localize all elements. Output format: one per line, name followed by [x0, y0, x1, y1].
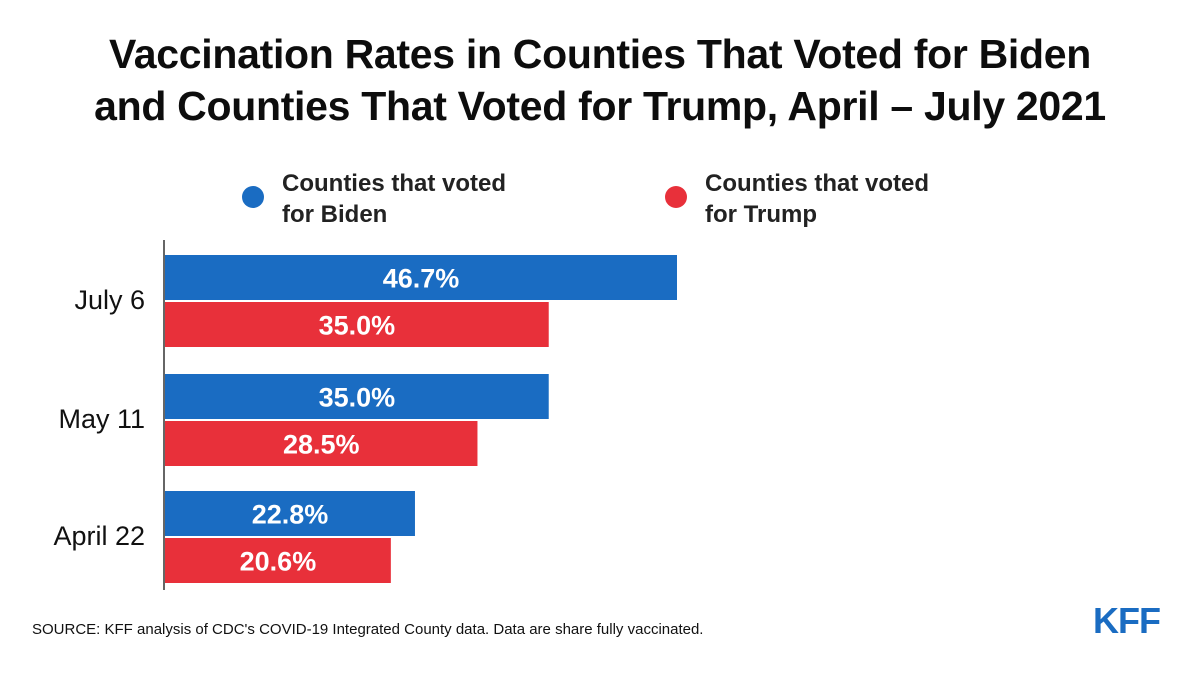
chart-title: Vaccination Rates in Counties That Voted… [0, 28, 1200, 132]
data-label: 35.0% [319, 383, 396, 413]
bar-biden [165, 491, 415, 536]
title-line-1: Vaccination Rates in Counties That Voted… [108, 31, 1092, 77]
category-label: July 6 [74, 285, 145, 315]
bar-trump [165, 538, 391, 583]
data-label: 35.0% [319, 311, 396, 341]
bar-biden [165, 255, 677, 300]
legend-label-biden: Counties that voted for Biden [282, 170, 507, 228]
legend-label-trump: Counties that voted for Trump [705, 170, 930, 228]
bar-trump [165, 421, 478, 466]
category-label: May 11 [58, 404, 145, 434]
data-label: 22.8% [252, 500, 329, 530]
data-label: 28.5% [283, 430, 360, 460]
legend-swatch-biden [242, 186, 264, 208]
kff-logo: KFF [1093, 600, 1161, 641]
data-label: 20.6% [240, 547, 317, 577]
title-line-2: and Counties That Voted for Trump, April… [94, 83, 1106, 129]
category-label: April 22 [53, 521, 145, 551]
bar-biden [165, 374, 549, 419]
legend-swatch-trump [665, 186, 687, 208]
data-label: 46.7% [383, 264, 460, 294]
bar-trump [165, 302, 549, 347]
source-note: SOURCE: KFF analysis of CDC's COVID-19 I… [32, 621, 704, 638]
